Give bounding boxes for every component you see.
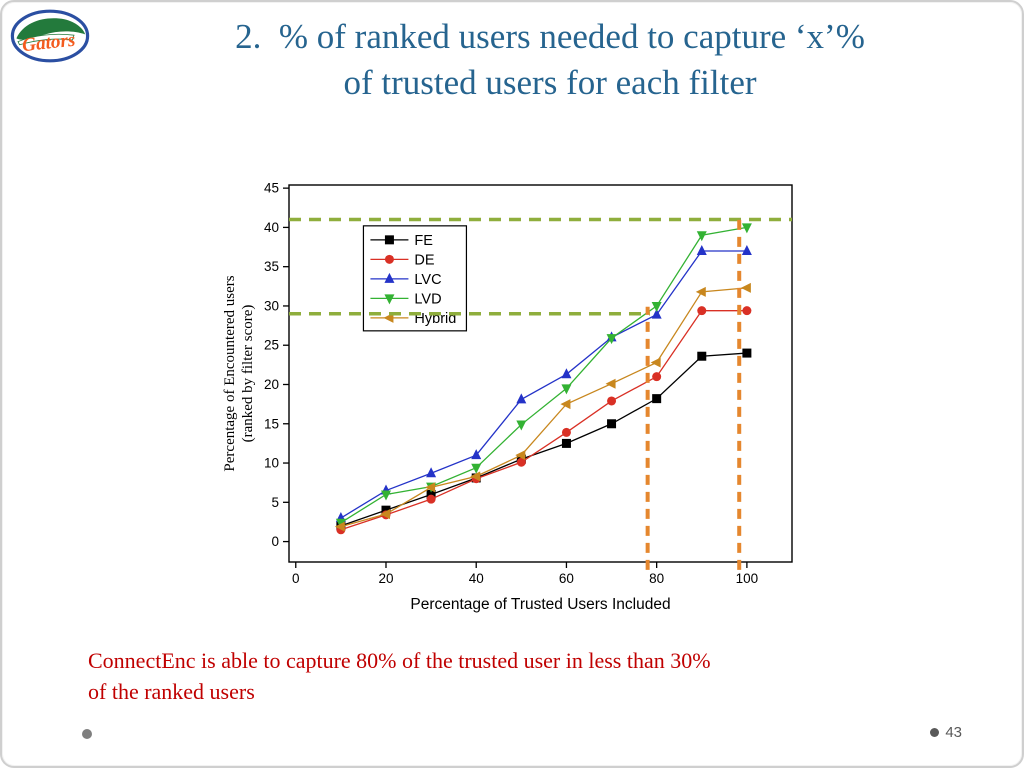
series-Hybrid (334, 282, 751, 532)
svg-text:40: 40 (469, 571, 484, 586)
slide-title-line-1: 2. % of ranked users needed to capture ‘… (235, 17, 865, 56)
svg-text:45: 45 (264, 181, 279, 196)
svg-text:15: 15 (264, 416, 279, 431)
slide-title-line-2: of trusted users for each filter (343, 63, 757, 103)
svg-text:20: 20 (378, 571, 393, 586)
gators-logo-icon: Gators (10, 9, 90, 63)
slide-title: 2. % of ranked users needed to capture ‘… (94, 14, 1006, 106)
caption-line-1: ConnectEnc is able to capture 80% of the… (88, 648, 711, 673)
series-LVD (335, 223, 752, 529)
svg-text:DE: DE (414, 252, 434, 268)
svg-text:35: 35 (264, 259, 279, 274)
footer-bullet-left (82, 729, 92, 739)
svg-text:30: 30 (264, 298, 279, 313)
svg-text:0: 0 (271, 534, 279, 549)
page-number-area: 43 (930, 724, 962, 741)
svg-text:10: 10 (264, 456, 279, 471)
x-axis-label: Percentage of Trusted Users Included (410, 596, 670, 613)
svg-text:Hybrid: Hybrid (414, 311, 456, 327)
svg-text:LVD: LVD (414, 291, 441, 307)
line-chart: 0 5 10 15 20 25 30 35 40 45 0 20 40 60 80 100 FE DE LVC LVD… (222, 181, 793, 613)
caption-text: ConnectEnc is able to capture 80% of the… (88, 646, 928, 708)
svg-text:40: 40 (264, 220, 279, 235)
chart-area: 0 5 10 15 20 25 30 35 40 45 0 20 40 60 80 100 FE DE LVC LVD… (207, 148, 797, 630)
svg-text:20: 20 (264, 377, 279, 392)
annotation-lines (289, 217, 792, 570)
svg-text:60: 60 (559, 571, 574, 586)
y-axis-label-line-2: (ranked by filter score) (240, 305, 256, 443)
svg-text:100: 100 (736, 571, 759, 586)
svg-text:80: 80 (649, 571, 664, 586)
svg-text:0: 0 (292, 571, 300, 586)
svg-text:25: 25 (264, 338, 279, 353)
page-number: 43 (945, 724, 962, 741)
svg-text:5: 5 (271, 495, 279, 510)
svg-text:FE: FE (414, 233, 433, 249)
caption-line-2: of the ranked users (88, 678, 255, 704)
footer-bullet-right (930, 728, 940, 737)
university-logo: Gators (10, 8, 90, 69)
y-axis-label-line-1: Percentage of Encountered users (222, 275, 238, 471)
svg-text:LVC: LVC (414, 272, 441, 288)
axis-ticks: 0 5 10 15 20 25 30 35 40 45 0 20 40 60 80 100 (264, 181, 758, 586)
